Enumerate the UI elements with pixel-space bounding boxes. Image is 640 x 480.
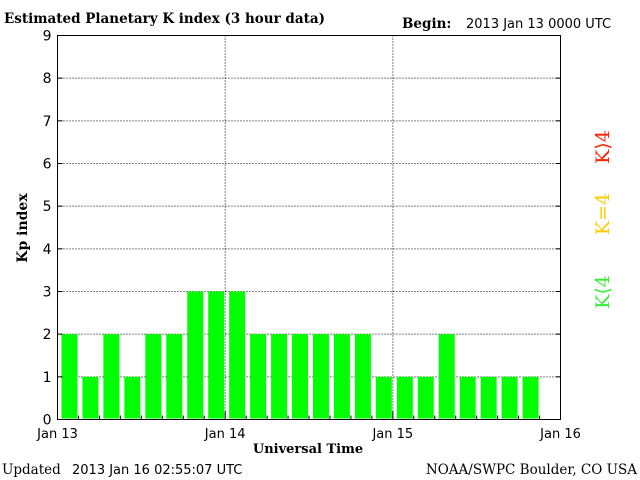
y-axis-label: Kp index [15,193,31,263]
grid-lines [57,35,561,420]
legend-k-above-4: K⟩4 [592,130,614,164]
kp-bar [250,334,267,419]
kp-bar [396,376,413,419]
kp-bar [82,376,99,419]
begin-label: Begin: [402,16,451,32]
y-tick-label: 0 [43,413,52,429]
kp-bar [522,376,539,419]
begin-value: 2013 Jan 13 0000 UTC [466,17,611,32]
kp-bar [480,376,497,419]
y-tick-label: 5 [43,199,52,215]
kp-bar [333,334,350,419]
y-tick-label: 4 [43,242,52,258]
bars [61,291,539,419]
kp-bar [313,334,329,419]
x-axis-ticks: Jan 13 Jan 14 Jan 15 Jan 16 [36,411,581,442]
kp-bar [145,334,162,419]
x-axis-label: Universal Time [253,442,363,457]
y-tick-label: 9 [43,29,52,45]
y-tick-label: 6 [43,157,52,173]
y-tick-label: 2 [43,327,52,343]
legend-k-below-4: K⟨4 [592,275,614,309]
y-tick-label: 1 [43,370,52,386]
kp-bar [187,291,204,419]
x-tick-label: Jan 14 [204,427,246,442]
kp-bar [438,334,455,419]
kp-bar [229,291,246,419]
kp-bar [271,334,288,419]
x-tick-label: Jan 13 [36,427,78,442]
kp-bar [103,334,120,419]
source-credit: NOAA/SWPC Boulder, CO USA [426,462,637,478]
legend-k-equal-4: K=4 [592,193,614,235]
kp-bar [459,376,476,419]
y-tick-label: 3 [43,285,52,301]
kp-bar [61,334,78,419]
y-tick-label: 8 [43,71,52,87]
chart-title: Estimated Planetary K index (3 hour data… [4,11,325,27]
y-axis-ticks: 0 1 2 3 4 5 6 7 8 9 [43,29,561,429]
x-tick-label: Jan 15 [371,427,413,442]
kp-bar [208,291,225,419]
y-tick-label: 7 [43,114,52,130]
kp-bar [292,334,308,419]
kp-bar [417,376,434,419]
updated-value: 2013 Jan 16 02:55:07 UTC [72,463,242,478]
kp-bar [124,376,141,419]
x-tick-label: Jan 16 [539,427,581,442]
kp-bar [354,334,371,419]
kp-bar [166,334,183,419]
updated-label: Updated [2,462,61,478]
kp-bar [375,376,392,419]
kp-bar [501,376,518,419]
plot-area [57,35,561,420]
